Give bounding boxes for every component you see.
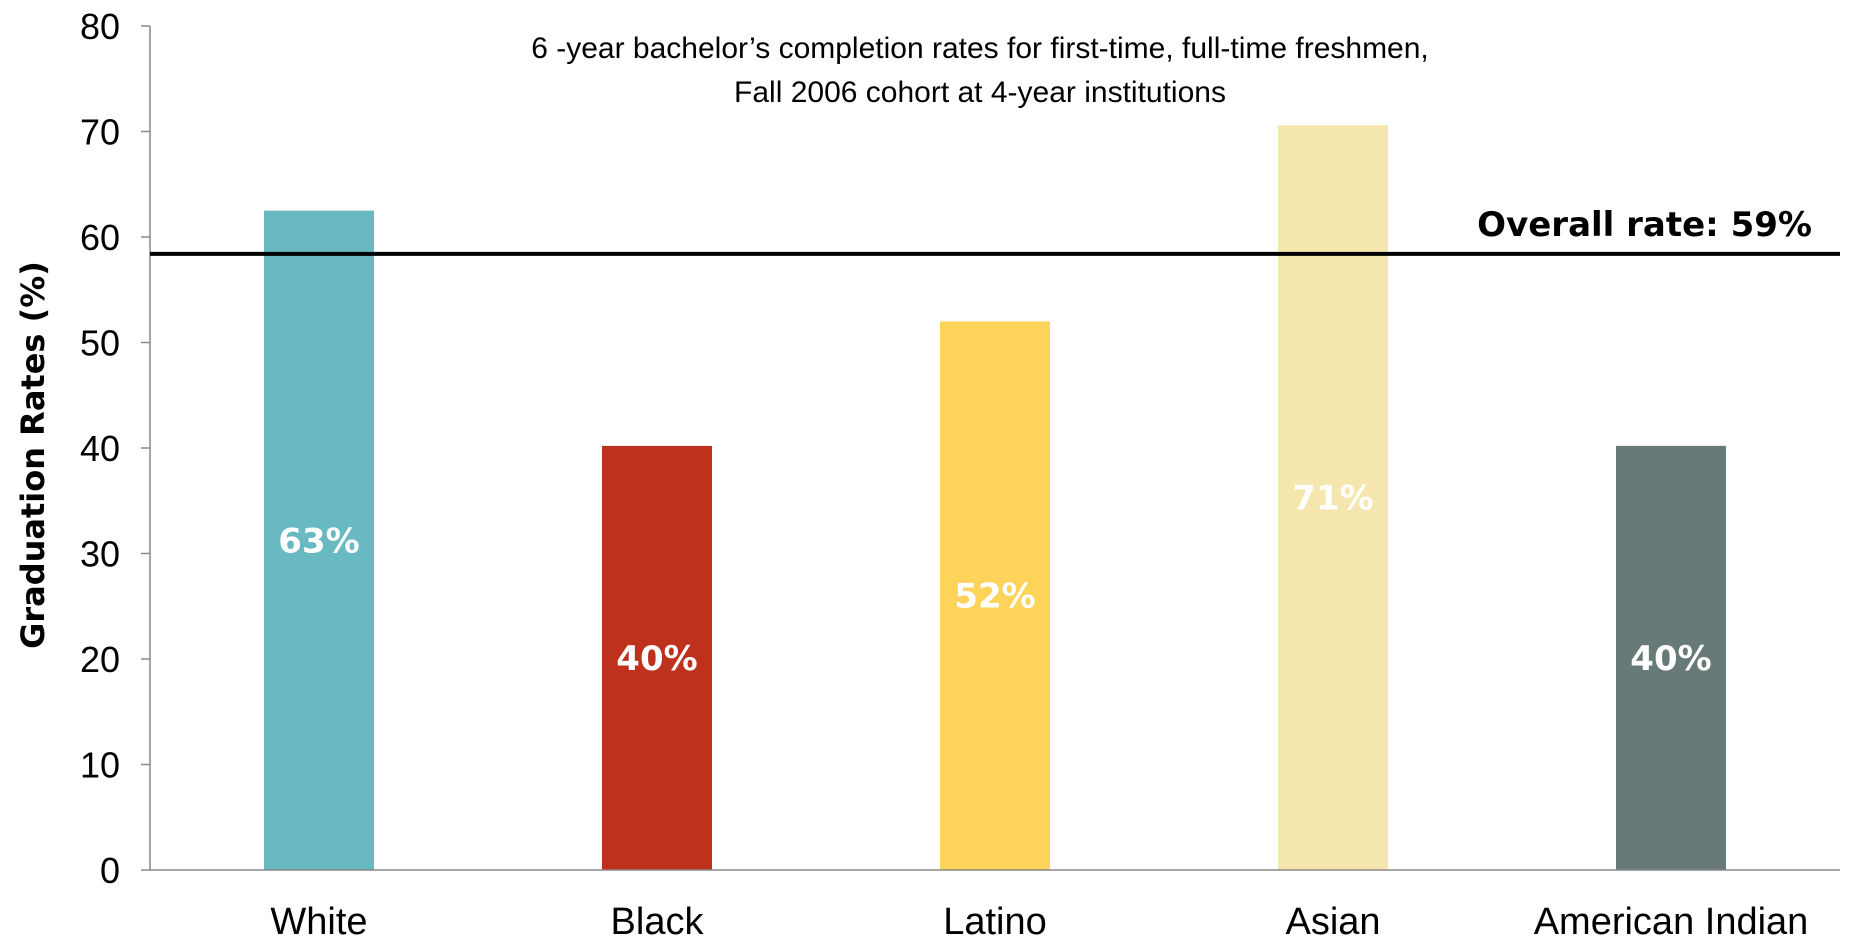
y-tick-label: 40 <box>80 428 120 469</box>
y-axis-label: Graduation Rates (%) <box>14 261 52 649</box>
chart-title: 6 -year bachelor’s completion rates for … <box>531 32 1429 109</box>
y-tick-label: 10 <box>80 745 120 786</box>
bar-american-indian <box>1616 445 1726 870</box>
bars <box>264 125 1726 871</box>
y-tick-label: 50 <box>80 323 120 364</box>
y-tick-label: 30 <box>80 534 120 575</box>
bar-black <box>602 445 712 870</box>
bar-white <box>264 210 374 870</box>
y-tick-label: 0 <box>100 850 120 891</box>
x-tick-label: Latino <box>943 901 1047 943</box>
chart-title-line-1: 6 -year bachelor’s completion rates for … <box>531 32 1429 65</box>
data-label: 63% <box>278 521 359 561</box>
data-label: 71% <box>1292 479 1373 519</box>
y-axis: 0 10 20 30 40 50 60 70 80 <box>80 6 151 891</box>
bar-asian <box>1278 125 1388 871</box>
x-tick-label: White <box>270 901 367 943</box>
x-axis: White Black Latino Asian American Indian <box>150 869 1840 943</box>
y-tick-label: 60 <box>80 217 120 258</box>
reference-line-group: Overall rate: 59% <box>150 205 1840 256</box>
overall-rate-label: Overall rate: 59% <box>1477 205 1812 245</box>
y-tick-label: 70 <box>80 112 120 153</box>
y-tick-label: 20 <box>80 639 120 680</box>
y-tick-label: 80 <box>80 6 120 47</box>
data-labels: 63% 40% 52% 71% 40% <box>278 479 1711 679</box>
x-tick-label: Black <box>611 901 705 943</box>
data-label: 40% <box>1630 639 1711 679</box>
bar-latino <box>940 321 1050 870</box>
data-label: 40% <box>616 639 697 679</box>
x-tick-label: American Indian <box>1534 901 1809 943</box>
x-tick-label: Asian <box>1285 901 1380 943</box>
chart-title-line-2: Fall 2006 cohort at 4-year institutions <box>734 76 1226 109</box>
data-label: 52% <box>954 577 1035 617</box>
